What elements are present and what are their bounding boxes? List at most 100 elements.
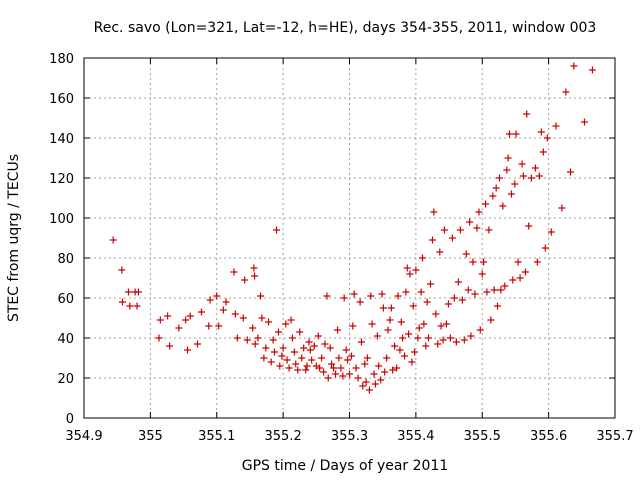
data-point [270,348,278,356]
data-point [294,366,302,374]
data-point [444,300,452,308]
data-point [512,130,520,138]
data-point [213,292,221,300]
data-point [320,368,328,376]
data-point [499,202,507,210]
data-point [480,258,488,266]
data-point [288,334,296,342]
data-point [186,312,194,320]
data-point [249,324,257,332]
data-point [194,340,202,348]
x-tick-label: 355.5 [464,429,501,444]
y-tick-label: 40 [57,332,74,347]
data-point [124,288,132,296]
x-axis-label: GPS time / Days of year 2011 [242,458,449,474]
data-point [458,296,466,304]
data-point [437,322,445,330]
data-point [509,276,517,284]
y-tick-label: 80 [57,252,74,267]
data-point [342,346,350,354]
data-point [384,326,392,334]
data-point [326,344,334,352]
data-point [182,316,190,324]
data-point [378,290,386,298]
data-point [118,266,126,274]
x-tick-label: 354.9 [65,429,102,444]
data-point [197,308,205,316]
data-point [126,302,134,310]
data-point [475,208,483,216]
data-point [361,360,369,368]
data-point [354,374,362,382]
data-point [386,316,394,324]
data-point [448,234,456,242]
data-point [285,364,293,372]
data-point [471,290,479,298]
data-point [501,282,509,290]
data-point [547,228,555,236]
data-point [344,356,352,364]
data-point [537,128,545,136]
data-point [371,380,379,388]
data-point [282,320,290,328]
data-point [504,154,512,162]
data-point [321,340,329,348]
data-point [292,360,300,368]
data-point [356,298,364,306]
data-point [473,224,481,232]
data-point [456,226,464,234]
x-tick-label: 355.1 [198,429,235,444]
data-point [492,184,500,192]
x-tick-label: 355.3 [331,429,368,444]
data-point [424,334,432,342]
data-point [516,274,524,282]
data-point [442,320,450,328]
data-point [446,334,454,342]
data-point [314,332,322,340]
data-point [482,200,490,208]
data-point [346,370,353,378]
data-point [552,122,560,130]
data-point [370,370,378,378]
data-point [109,236,117,244]
data-point [258,314,266,322]
data-point [205,322,213,330]
data-point [357,338,365,346]
data-point [334,326,342,334]
data-point [432,310,440,318]
data-point [570,62,578,70]
data-point [296,328,304,336]
data-point [387,304,395,312]
data-point [531,164,539,172]
y-tick-label: 180 [49,52,74,67]
data-point [339,372,347,380]
data-point [393,364,401,372]
data-point [164,312,172,320]
data-point [467,332,475,340]
data-point [415,324,423,332]
data-point [405,330,413,338]
data-point [460,336,468,344]
data-point [257,292,265,300]
data-point [450,294,458,302]
data-point [283,356,291,364]
data-point [478,270,486,278]
data-point [328,360,336,368]
data-point [254,334,262,342]
data-point [454,278,462,286]
data-point [379,304,387,312]
data-point [324,374,332,382]
data-point [340,294,348,302]
data-point [349,322,357,330]
data-point [497,286,505,294]
data-point [231,310,239,318]
data-point [368,320,376,328]
data-point [527,174,535,182]
data-point [381,368,389,376]
data-point [476,326,484,334]
data-point [397,318,405,326]
data-point [487,316,495,324]
data-point [562,88,570,96]
data-point [272,226,280,234]
data-point [306,346,314,354]
